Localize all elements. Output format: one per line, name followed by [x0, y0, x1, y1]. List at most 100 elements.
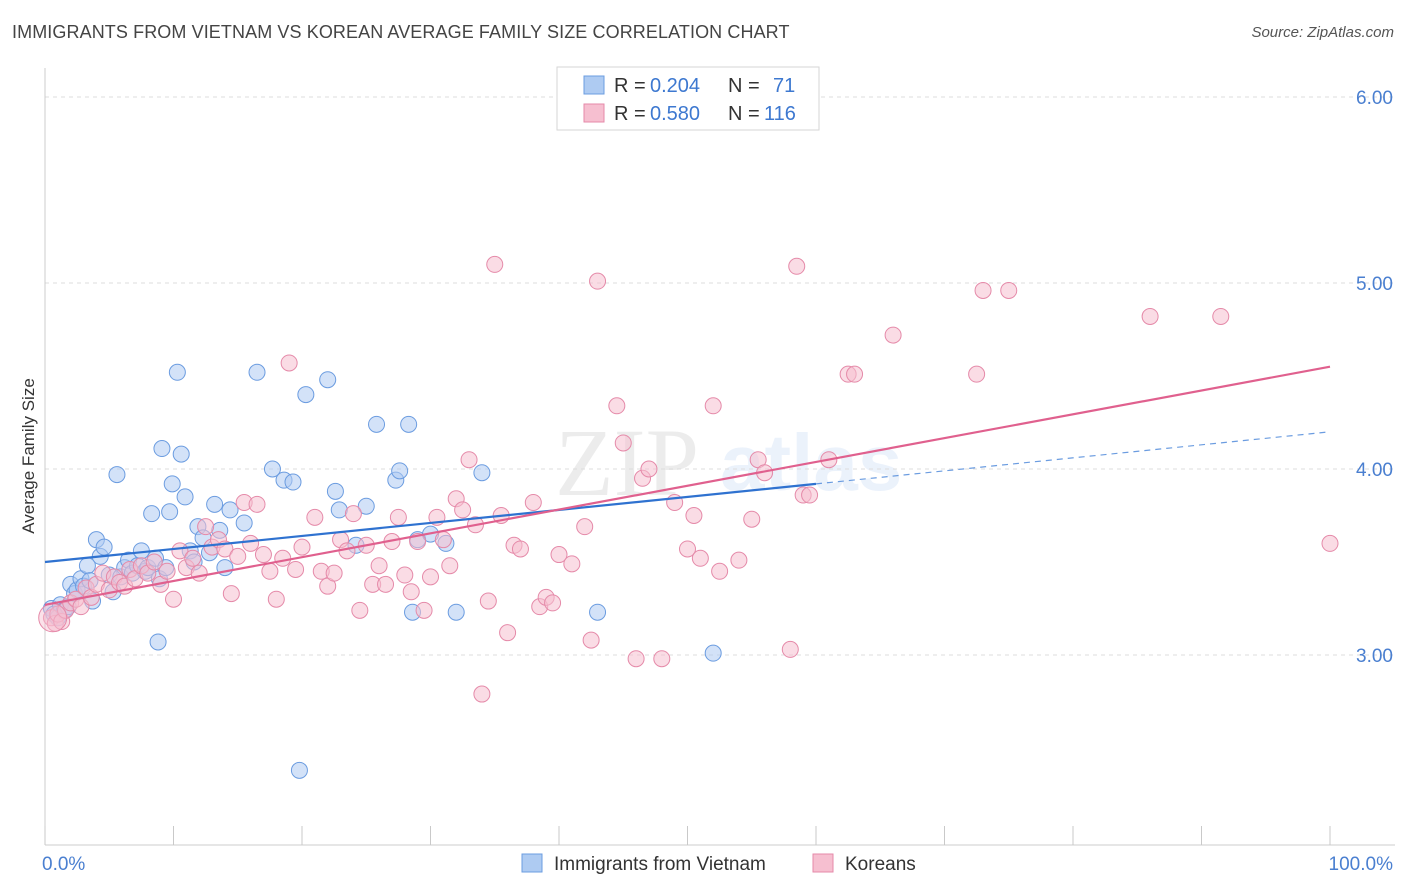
data-point [614, 434, 632, 452]
data-point [222, 585, 240, 603]
data-point [357, 497, 375, 515]
data-point [145, 553, 163, 571]
data-point [460, 451, 478, 469]
data-point [235, 514, 253, 532]
bottom-legend-swatch-koreans [812, 853, 834, 873]
data-point [589, 603, 607, 621]
trend-line-koreans [44, 365, 1331, 606]
data-point [627, 650, 645, 668]
data-point [589, 272, 607, 290]
legend-r-value-1: 0.204 [650, 75, 700, 97]
data-point [415, 601, 433, 619]
x-tick-labels: 0.0% 100.0% [42, 854, 1393, 875]
series-legend: Immigrants from Vietnam Koreans [521, 853, 916, 875]
data-point [389, 508, 407, 526]
data-point [511, 540, 529, 558]
data-point [730, 551, 748, 569]
data-point [368, 415, 386, 433]
data-point [319, 371, 337, 389]
data-point [711, 562, 729, 580]
data-point [326, 482, 344, 500]
data-point [1321, 534, 1339, 552]
data-point [1212, 307, 1230, 325]
data-point [441, 557, 459, 575]
bottom-legend-label-vietnam: Immigrants from Vietnam [554, 854, 766, 875]
data-point [284, 473, 302, 491]
data-point [576, 518, 594, 536]
data-point [325, 564, 343, 582]
data-point [974, 281, 992, 299]
data-point [206, 495, 224, 513]
data-point [163, 475, 181, 493]
data-point [242, 534, 260, 552]
data-point [108, 466, 126, 484]
x-tick-label-min: 0.0% [42, 854, 85, 875]
data-point [1000, 281, 1018, 299]
data-point [161, 503, 179, 521]
y-axis-label: Average Family Size [19, 378, 38, 534]
data-point [402, 583, 420, 601]
data-point [1141, 307, 1159, 325]
trend-line-vietnam [44, 482, 817, 564]
data-point [172, 445, 190, 463]
data-point [653, 650, 671, 668]
data-point [261, 562, 279, 580]
data-point [248, 363, 266, 381]
data-point [229, 547, 247, 565]
data-point [679, 540, 696, 558]
data-point [454, 501, 472, 519]
data-point [550, 546, 568, 564]
legend-n-value-1: 71 [773, 75, 795, 97]
data-point [582, 631, 600, 649]
data-point [400, 415, 418, 433]
series-koreans-points [42, 255, 1339, 703]
data-point-cluster [38, 603, 68, 633]
data-point [158, 562, 176, 580]
data-point [290, 761, 308, 779]
x-tick-label-max: 100.0% [1329, 854, 1394, 875]
data-point [968, 365, 986, 383]
data-point [447, 603, 465, 621]
data-point [274, 549, 292, 567]
data-point [280, 354, 298, 372]
data-point [396, 566, 414, 584]
legend-swatch-vietnam [583, 75, 605, 95]
data-point [221, 501, 239, 519]
data-point [287, 560, 305, 578]
data-point [473, 685, 491, 703]
data-point [422, 568, 439, 586]
data-point [330, 501, 348, 519]
data-point [704, 644, 722, 662]
data-point [370, 557, 388, 575]
legend-swatch-koreans [583, 103, 605, 123]
data-points [38, 255, 1339, 779]
y-tick-label: 5.00 [1356, 274, 1393, 295]
data-point [743, 510, 761, 528]
data-point [377, 575, 395, 593]
data-point [293, 538, 311, 556]
data-point [691, 549, 709, 567]
data-point [544, 594, 562, 612]
data-point [473, 464, 491, 482]
data-point [351, 601, 369, 619]
data-point [685, 507, 703, 524]
data-point [801, 486, 819, 504]
legend-r-value-2: 0.580 [650, 103, 700, 125]
data-point [149, 633, 167, 651]
y-tick-label: 6.00 [1356, 88, 1393, 109]
data-point [263, 460, 281, 478]
trend-line-vietnam-extension [815, 431, 1331, 485]
data-point [704, 397, 722, 415]
legend-r-label-2: R = [614, 103, 646, 125]
data-point [781, 640, 799, 658]
trend-lines [44, 365, 1331, 606]
data-point [197, 518, 215, 536]
data-point [434, 531, 452, 549]
data-point [479, 592, 497, 610]
data-point [563, 555, 581, 573]
data-point [306, 508, 324, 526]
data-point [165, 590, 182, 608]
data-point [608, 397, 626, 415]
y-tick-label: 4.00 [1356, 460, 1393, 481]
